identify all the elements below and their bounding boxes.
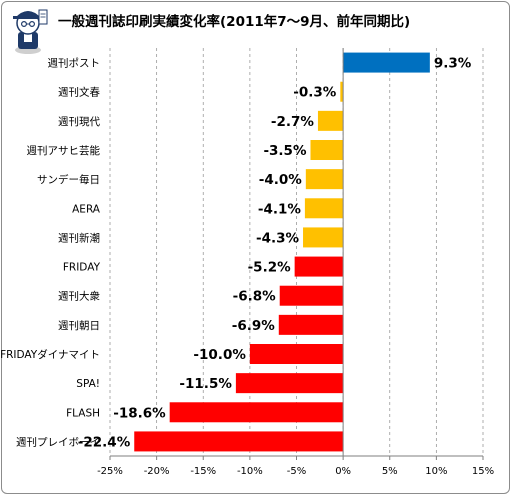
category-label: 週刊朝日: [58, 320, 100, 332]
bar: [303, 227, 344, 248]
data-label: -4.1%: [258, 201, 302, 217]
x-tick-label: -15%: [190, 466, 216, 477]
bar: [235, 373, 344, 394]
axes: [109, 48, 484, 460]
x-tick-labels: -25% -20% -15% -10% -5% 0% 5% 10% 15%: [97, 466, 494, 477]
data-label: -4.3%: [256, 230, 300, 246]
bar: [305, 169, 344, 190]
data-label: -10.0%: [193, 347, 246, 363]
x-tick-label: 15%: [472, 466, 494, 477]
bar-series: [134, 52, 430, 452]
category-label: 週刊新潮: [58, 231, 100, 244]
data-label: -11.5%: [179, 376, 232, 392]
x-tick-label: -10%: [237, 466, 263, 477]
x-tick-label: 5%: [382, 466, 398, 477]
bar: [340, 81, 344, 102]
x-tick-label: -5%: [287, 466, 306, 477]
chart-title: 一般週刊誌印刷実績変化率(2011年7〜9月、前年同期比): [58, 13, 410, 30]
x-tick-label: 0%: [335, 466, 351, 477]
reporter-mascot-icon: [13, 9, 48, 54]
bar: [294, 256, 344, 277]
category-label: 週刊ポスト: [48, 58, 101, 70]
bar: [169, 402, 344, 423]
data-label: -18.6%: [113, 405, 166, 421]
bar: [310, 140, 344, 160]
data-label: -4.0%: [259, 172, 303, 188]
data-label: -22.4%: [78, 434, 131, 450]
category-label: 週刊アサヒ芸能: [27, 144, 101, 157]
category-label: FLASH: [66, 407, 100, 419]
bar: [304, 198, 344, 219]
x-tick-label: 10%: [425, 466, 447, 477]
bar: [249, 344, 344, 364]
category-label: 週刊文春: [58, 86, 100, 99]
data-labels: 9.3% -0.3% -2.7% -3.5% -4.0% -4.1% -4.3% -5.2% -…: [78, 56, 472, 451]
category-label: SPA!: [76, 378, 100, 390]
x-tick-label: -20%: [144, 466, 170, 477]
category-label: 週刊プレイボーイ: [16, 436, 100, 448]
data-label: -2.7%: [271, 114, 315, 130]
bar: [343, 52, 430, 73]
category-label: FRIDAYダイナマイト: [0, 348, 100, 361]
bar: [134, 431, 344, 452]
bar: [278, 314, 344, 335]
data-label: -0.3%: [293, 85, 337, 101]
data-label: 9.3%: [434, 56, 472, 72]
data-label: -6.8%: [233, 289, 277, 305]
x-tick-label: -25%: [97, 466, 123, 477]
category-label: 週刊大衆: [58, 290, 100, 303]
category-label: FRIDAY: [63, 262, 101, 274]
category-label: サンデー毎日: [37, 173, 100, 186]
data-label: -3.5%: [263, 143, 307, 159]
data-label: -6.9%: [232, 318, 276, 334]
category-label: AERA: [72, 203, 101, 215]
category-label: 週刊現代: [58, 116, 100, 128]
data-label: -5.2%: [248, 260, 292, 276]
bar: [317, 110, 344, 131]
gridlines: [109, 48, 484, 456]
bar: [279, 285, 344, 306]
